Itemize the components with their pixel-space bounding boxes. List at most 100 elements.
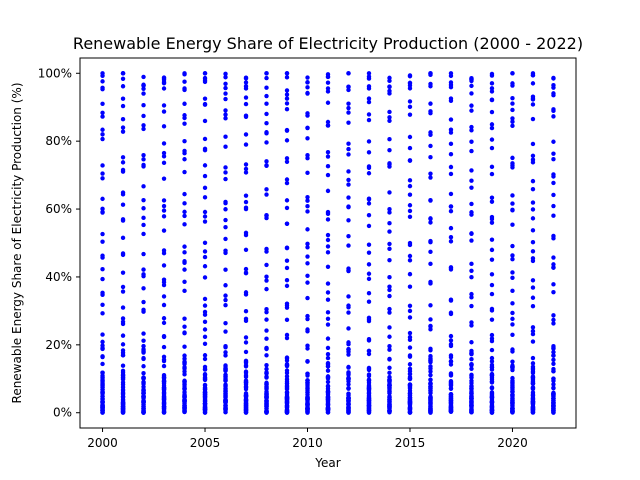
data-point bbox=[182, 324, 187, 329]
data-point bbox=[182, 382, 187, 387]
data-point bbox=[510, 101, 515, 106]
data-point bbox=[100, 339, 105, 345]
data-point bbox=[366, 276, 372, 282]
data-point bbox=[305, 125, 310, 131]
data-point bbox=[407, 330, 413, 336]
data-point bbox=[469, 231, 474, 236]
data-point bbox=[428, 408, 433, 414]
data-point bbox=[530, 339, 536, 344]
data-point bbox=[182, 344, 187, 349]
data-point bbox=[100, 394, 105, 399]
data-point bbox=[407, 203, 413, 208]
data-point bbox=[141, 376, 146, 381]
data-point bbox=[346, 347, 351, 352]
data-point bbox=[305, 90, 310, 96]
data-point bbox=[489, 317, 495, 322]
data-point bbox=[489, 336, 495, 341]
data-point bbox=[243, 373, 249, 378]
data-point bbox=[264, 75, 269, 81]
data-point bbox=[407, 408, 413, 413]
data-point bbox=[161, 363, 167, 369]
data-point bbox=[141, 410, 146, 415]
data-point bbox=[387, 229, 392, 234]
data-point bbox=[325, 352, 331, 357]
data-point bbox=[305, 388, 310, 393]
data-point bbox=[510, 155, 515, 161]
data-point bbox=[387, 397, 392, 402]
data-point bbox=[428, 216, 433, 221]
data-point bbox=[202, 401, 208, 406]
data-point bbox=[346, 396, 351, 401]
data-point bbox=[346, 243, 351, 248]
data-point bbox=[325, 389, 331, 394]
data-point bbox=[223, 165, 228, 170]
data-point bbox=[223, 267, 228, 272]
data-point bbox=[161, 379, 167, 384]
data-point bbox=[120, 333, 126, 338]
data-point bbox=[100, 79, 105, 84]
data-point bbox=[366, 150, 372, 155]
data-point bbox=[264, 101, 269, 106]
data-point bbox=[161, 406, 167, 411]
data-point bbox=[489, 291, 495, 297]
data-point bbox=[428, 155, 433, 160]
data-point bbox=[100, 163, 105, 168]
data-point bbox=[407, 354, 413, 359]
data-point bbox=[510, 96, 515, 101]
data-point bbox=[407, 397, 413, 402]
data-point bbox=[387, 347, 392, 352]
data-point bbox=[223, 134, 228, 139]
data-point bbox=[428, 323, 433, 329]
data-point bbox=[325, 119, 331, 125]
data-point bbox=[510, 253, 515, 258]
data-point bbox=[469, 409, 474, 414]
data-point bbox=[182, 213, 187, 219]
data-point bbox=[428, 357, 433, 362]
data-point bbox=[161, 294, 167, 299]
data-point bbox=[223, 320, 228, 326]
data-point bbox=[264, 93, 269, 99]
data-point bbox=[284, 156, 290, 161]
data-point bbox=[182, 330, 187, 335]
data-point bbox=[161, 86, 167, 91]
data-point bbox=[202, 96, 208, 101]
data-point bbox=[202, 410, 208, 415]
data-point bbox=[551, 107, 556, 112]
data-point bbox=[243, 335, 249, 340]
data-point bbox=[469, 238, 474, 243]
data-point bbox=[366, 403, 372, 408]
data-point bbox=[264, 336, 269, 341]
data-point bbox=[284, 75, 290, 80]
data-point bbox=[551, 114, 556, 119]
data-point bbox=[530, 160, 536, 165]
data-point bbox=[182, 101, 187, 106]
data-point bbox=[325, 407, 331, 412]
data-point bbox=[161, 316, 167, 321]
data-point bbox=[407, 374, 413, 380]
data-point bbox=[469, 357, 474, 362]
data-point bbox=[489, 171, 495, 177]
data-point bbox=[202, 327, 208, 332]
data-point bbox=[182, 406, 187, 412]
y-axis: 0% 20% 40% 60% 80% 100% bbox=[38, 66, 80, 420]
data-point bbox=[551, 233, 556, 239]
data-point bbox=[120, 76, 126, 82]
data-point bbox=[448, 386, 454, 391]
data-point bbox=[428, 220, 433, 225]
data-point bbox=[264, 380, 269, 385]
data-point bbox=[469, 352, 474, 357]
data-point bbox=[284, 406, 290, 412]
data-point bbox=[346, 141, 351, 146]
data-point bbox=[428, 171, 433, 176]
data-point bbox=[387, 88, 392, 94]
data-point bbox=[182, 201, 187, 206]
data-point bbox=[551, 139, 556, 144]
data-point bbox=[448, 71, 454, 76]
data-point bbox=[448, 117, 454, 122]
data-point bbox=[223, 91, 228, 96]
data-point bbox=[100, 400, 105, 405]
data-point bbox=[161, 386, 167, 392]
data-point bbox=[305, 378, 310, 383]
data-point bbox=[489, 86, 495, 91]
data-point bbox=[428, 84, 433, 89]
